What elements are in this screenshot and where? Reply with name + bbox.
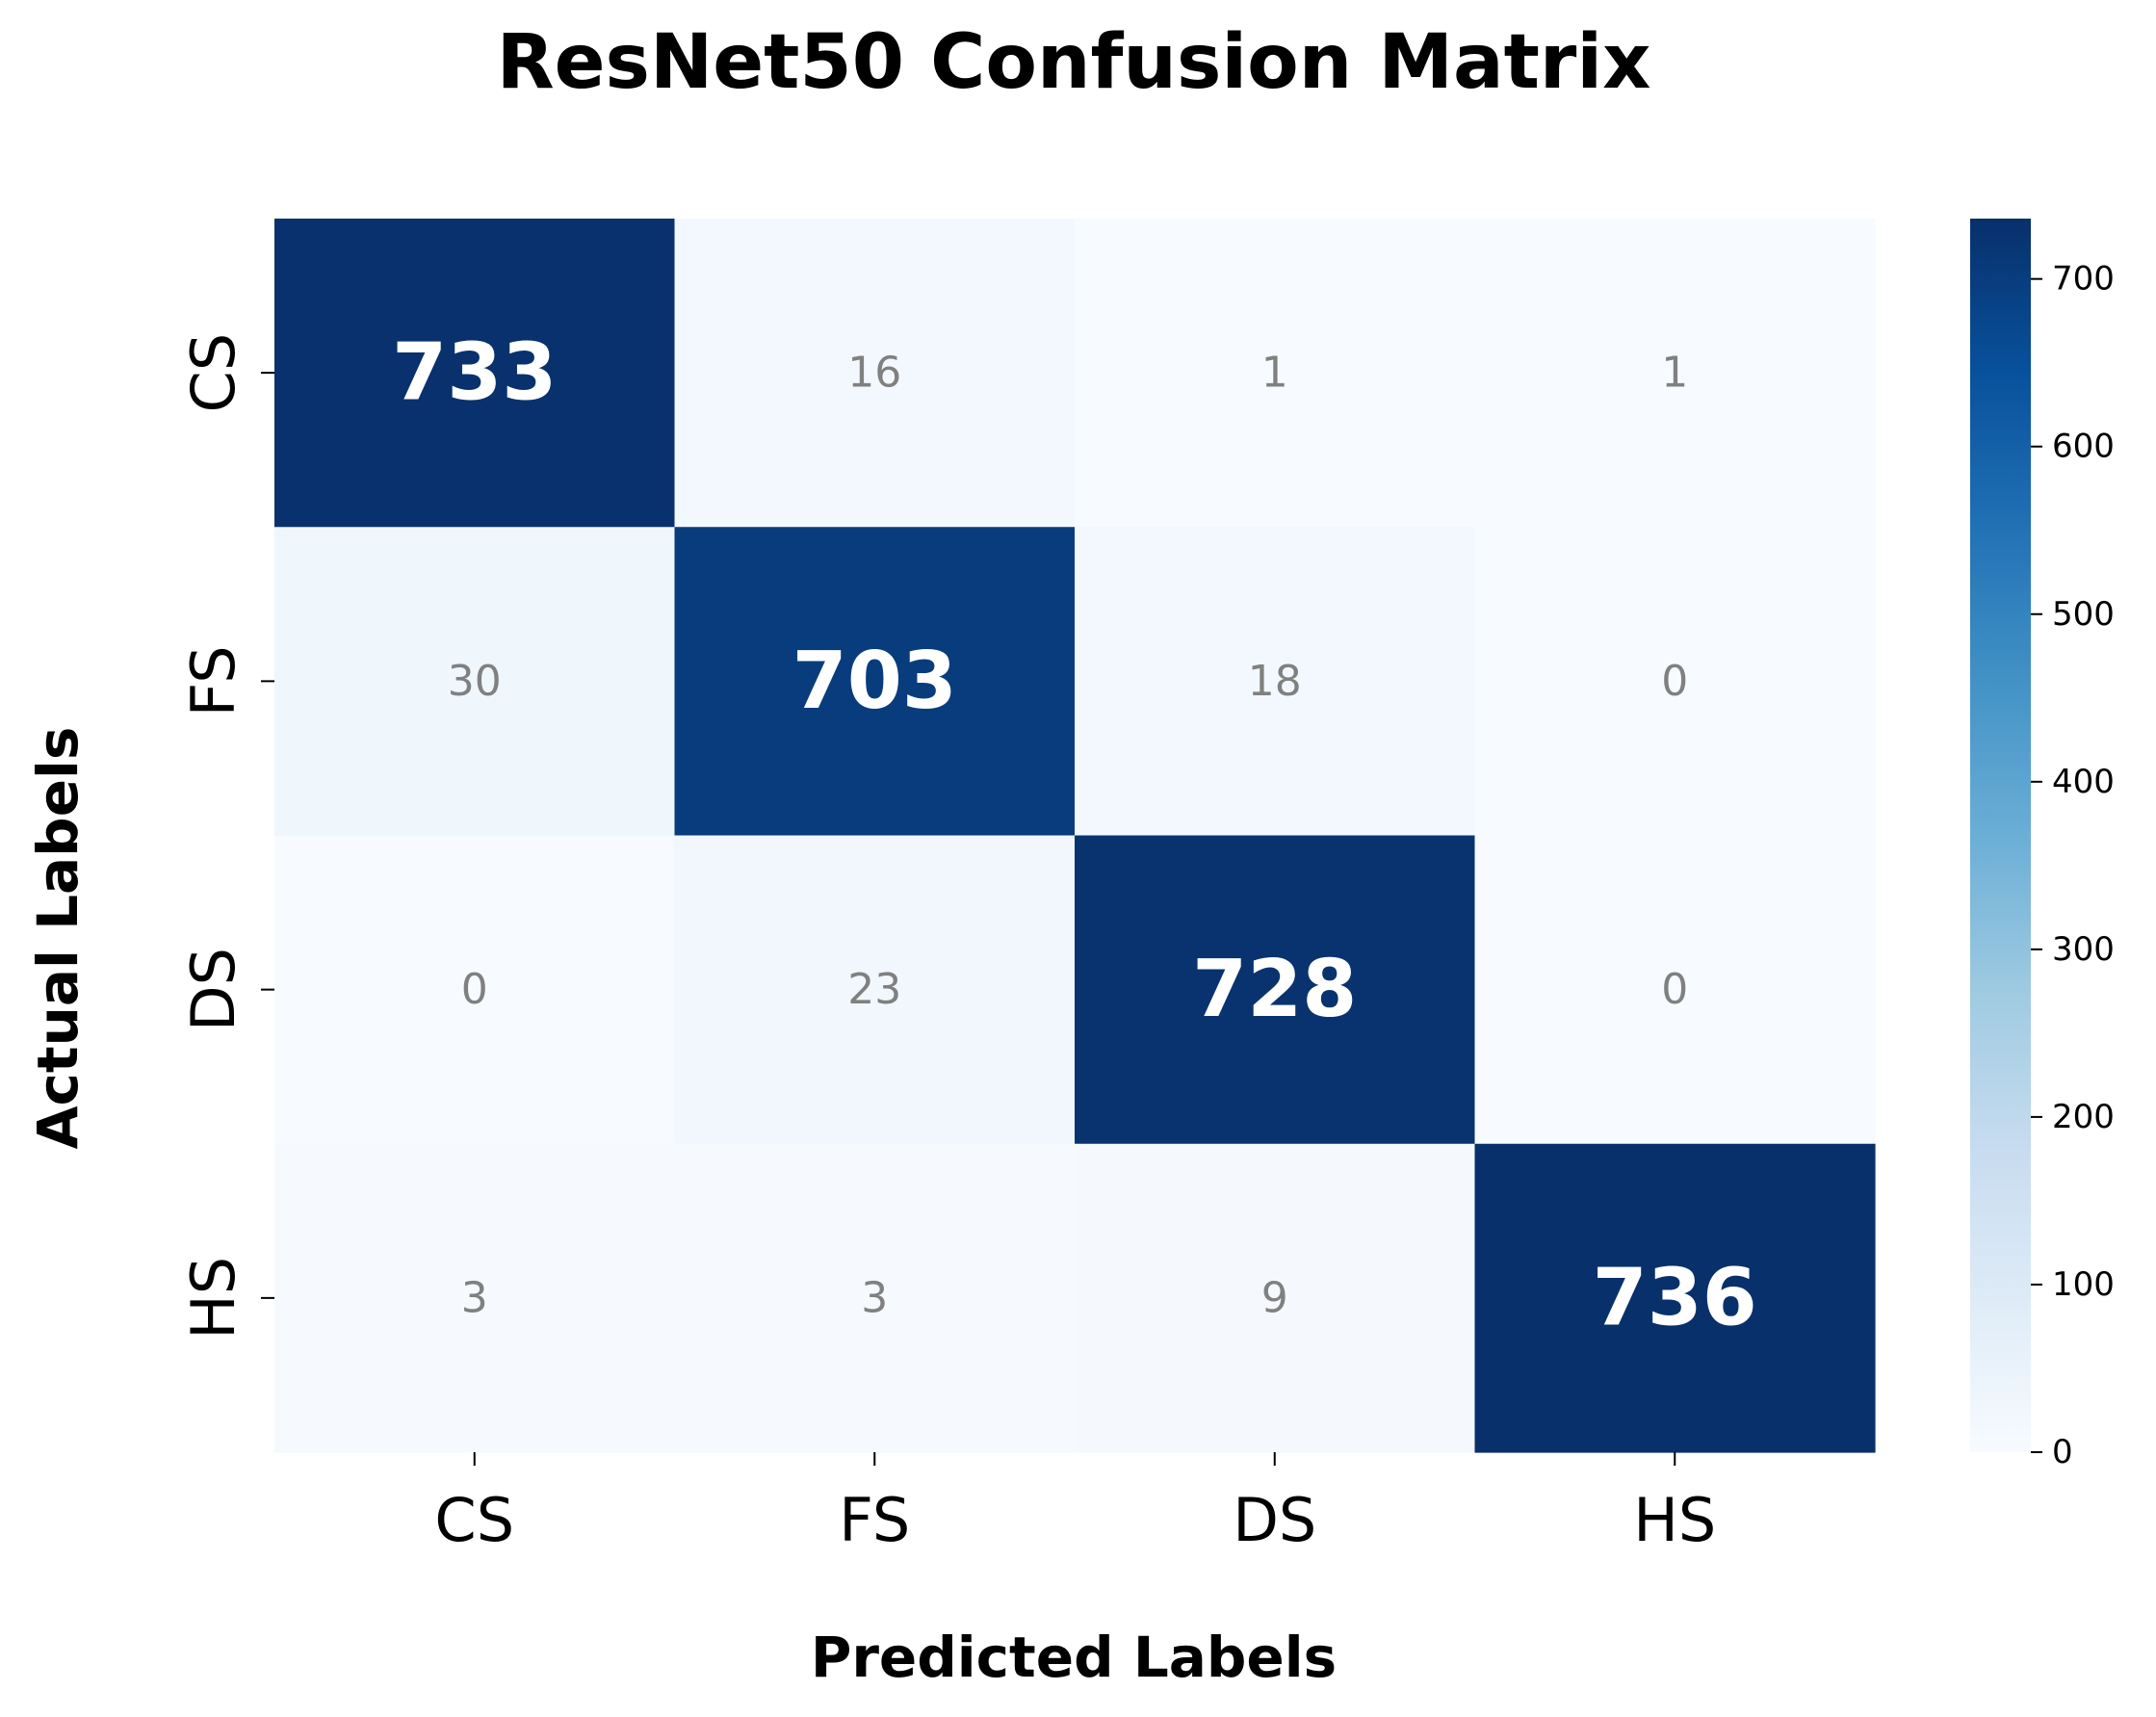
heatmap-annotations: 733 16 1 1 30 703 18 0 0 23 728 0 3 3 9 736 xyxy=(392,327,1757,1344)
x-tick-label: DS xyxy=(1233,1485,1316,1555)
cell-value-label: 703 xyxy=(792,636,957,727)
cell-value-label: 736 xyxy=(1593,1252,1757,1343)
y-tick-label: FS xyxy=(178,645,248,716)
heatmap-cell-fs-cs xyxy=(274,527,676,837)
colorbar: 0 100 200 300 400 500 600 700 xyxy=(1970,219,2115,1471)
colorbar-ticks: 0 100 200 300 400 500 600 700 xyxy=(2031,260,2115,1471)
heatmap-cell-fs-ds xyxy=(1075,527,1476,837)
heatmap-cell-cs-hs xyxy=(1474,219,1876,528)
colorbar-tick-label: 600 xyxy=(2052,428,2115,466)
cell-value-label: 0 xyxy=(1661,657,1688,706)
cell-value-label: 3 xyxy=(461,1273,488,1322)
colorbar-tick-label: 0 xyxy=(2052,1433,2073,1471)
cell-value-label: 1 xyxy=(1261,349,1288,398)
heatmap-cell-cs-fs xyxy=(674,219,1076,528)
heatmap-cell-cs-ds xyxy=(1075,219,1476,528)
heatmap-cell-ds-ds xyxy=(1075,835,1476,1145)
x-axis-ticks: CS FS DS HS xyxy=(434,1452,1716,1555)
x-axis-label: Predicted Labels xyxy=(811,1625,1337,1690)
colorbar-tick-label: 100 xyxy=(2052,1265,2115,1304)
heatmap-cell-hs-ds xyxy=(1075,1143,1476,1453)
colorbar-gradient xyxy=(1970,219,2031,1452)
cell-value-label: 1 xyxy=(1661,349,1688,398)
heatmap-cell-fs-hs xyxy=(1474,527,1876,837)
cell-value-label: 18 xyxy=(1248,657,1302,706)
x-tick-label: HS xyxy=(1633,1485,1716,1555)
heatmap-cell-ds-fs xyxy=(674,835,1076,1145)
x-tick-label: CS xyxy=(434,1485,514,1555)
colorbar-tick-label: 500 xyxy=(2052,595,2115,634)
y-tick-label: HS xyxy=(178,1257,248,1340)
colorbar-tick-label: 200 xyxy=(2052,1098,2115,1136)
heatmap-cell-ds-cs xyxy=(274,835,676,1145)
x-tick-label: FS xyxy=(839,1485,910,1555)
y-tick-label: DS xyxy=(178,948,248,1031)
heatmap-cells xyxy=(274,219,1876,1453)
heatmap-cell-hs-hs xyxy=(1474,1143,1876,1453)
heatmap-cell-hs-cs xyxy=(274,1143,676,1453)
cell-value-label: 23 xyxy=(847,965,901,1014)
colorbar-tick-label: 700 xyxy=(2052,260,2115,299)
colorbar-tick-label: 400 xyxy=(2052,763,2115,801)
heatmap-cell-cs-cs xyxy=(274,219,676,528)
cell-value-label: 30 xyxy=(448,657,502,706)
cell-value-label: 728 xyxy=(1192,944,1357,1035)
heatmap-cell-ds-hs xyxy=(1474,835,1876,1145)
y-tick-label: CS xyxy=(178,333,248,413)
cell-value-label: 733 xyxy=(392,327,557,419)
cell-value-label: 16 xyxy=(847,349,901,398)
y-axis-ticks: CS FS DS HS xyxy=(178,333,274,1340)
y-axis-label: Actual Labels xyxy=(25,727,91,1150)
heatmap-cell-fs-fs xyxy=(674,527,1076,837)
cell-value-label: 0 xyxy=(461,965,488,1014)
heatmap-cell-hs-fs xyxy=(674,1143,1076,1453)
cell-value-label: 0 xyxy=(1661,965,1688,1014)
cell-value-label: 9 xyxy=(1261,1273,1288,1322)
cell-value-label: 3 xyxy=(861,1273,888,1322)
colorbar-tick-label: 300 xyxy=(2052,930,2115,969)
chart-title: ResNet50 Confusion Matrix xyxy=(497,19,1651,106)
